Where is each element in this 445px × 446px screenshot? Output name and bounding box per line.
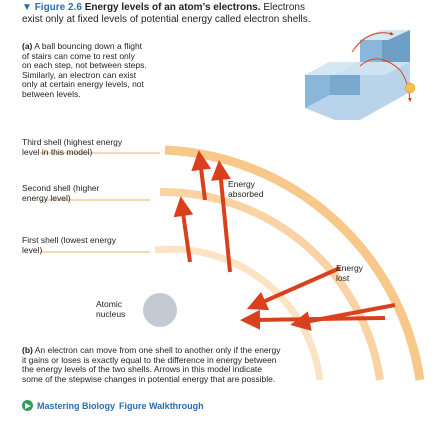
part-a-line-5: only at certain energy levels, not [22,79,144,90]
label-energy-lost: Energy lost [336,263,363,283]
part-a-line-3: on each step, not between steps. [22,60,147,71]
figure-caption: ▼ Figure 2.6 Energy levels of an atom’s … [22,2,442,26]
atomic-nucleus [143,293,177,327]
mastering-brand: Mastering Biology [37,400,116,411]
label-second-shell: Second shell (higher energy level) [22,183,100,203]
part-b-line-1: An electron can move from one shell to a… [34,345,281,355]
label-first-shell: First shell (lowest energy level) [22,235,117,255]
figure-marker: ▼ [22,2,32,13]
mastering-walkthrough-link[interactable]: Mastering Biology Figure Walkthrough [22,400,382,411]
play-circle-icon [22,400,33,411]
electron-shells [40,145,425,381]
part-a-line-2: of stairs can come to rest only [22,50,135,61]
caption-text-2: exist only at fixed levels of potential … [22,14,311,25]
stairs-illustration [305,30,416,120]
figure-title: Energy levels of an atom’s electrons. [84,2,261,13]
label-nucleus: Atomic nucleus [96,299,126,319]
lost-arrow-3 [240,309,386,330]
part-b-letter: (b) [22,345,33,355]
figure-label: Figure 2.6 [34,2,82,13]
part-a-line-6: between levels. [22,88,81,99]
part-b-line-2: it gains or loses is exactly equal to th… [22,354,277,365]
walkthrough-label: Figure Walkthrough [119,400,204,411]
part-b-text: (b) An electron can move from one shell … [22,345,362,384]
ball [404,82,416,94]
shell-third [164,145,425,381]
part-b-line-3: the energy levels of the two shells. Arr… [22,364,263,375]
absorbed-arrow-3 [211,160,232,273]
label-energy-absorbed: Energy absorbed [228,179,264,199]
label-third-shell: Third shell (highest energy level in thi… [22,137,123,157]
part-a-letter: (a) [22,41,33,51]
part-a-line-1: A ball bouncing down a flight [34,41,143,51]
absorbed-arrow-2 [191,150,212,201]
bounce-path-1 [351,31,394,53]
absorbed-arrow-1 [173,196,194,263]
part-a-line-4: Similarly, an electron can exist [22,69,137,80]
lost-arrow-1 [246,266,341,311]
caption-text-1: Electrons [263,2,305,13]
part-a-text: (a) A ball bouncing down a flight of sta… [22,41,152,100]
part-b-line-4: some of the stepwise changes in potentia… [22,373,276,384]
